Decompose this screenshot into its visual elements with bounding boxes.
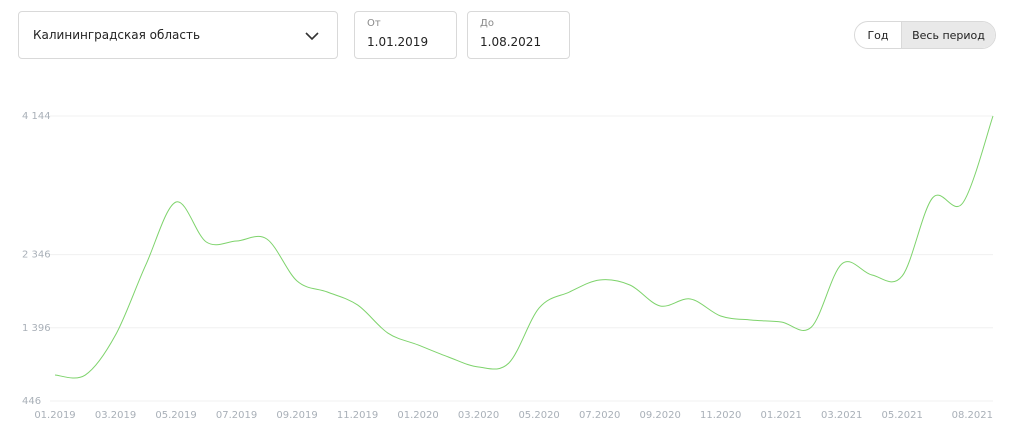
x-tick-label: 01.2021 — [761, 410, 802, 421]
date-from-label: От — [367, 18, 381, 29]
date-from[interactable]: От 1.01.2019 — [354, 11, 457, 59]
x-tick-label: 05.2021 — [882, 410, 923, 421]
y-tick-label: 446 — [22, 396, 41, 407]
x-tick-label: 11.2020 — [700, 410, 741, 421]
region-select[interactable]: Калининградская область — [18, 11, 338, 59]
date-to[interactable]: До 1.08.2021 — [467, 11, 570, 59]
x-tick-label: 01.2019 — [34, 410, 75, 421]
period-option[interactable]: Весь период — [901, 22, 995, 48]
y-tick-label: 4 144 — [22, 111, 51, 122]
chevron — [305, 32, 319, 41]
x-tick-label: 07.2020 — [579, 410, 620, 421]
x-tick-label: 08.2021 — [952, 410, 993, 421]
x-tick-label: 09.2020 — [639, 410, 680, 421]
x-tick-label: 03.2019 — [95, 410, 136, 421]
x-tick-label: 05.2019 — [155, 410, 196, 421]
x-tick-label: 09.2019 — [276, 410, 317, 421]
x-tick-label: 03.2021 — [821, 410, 862, 421]
y-tick-label: 2 346 — [22, 250, 51, 261]
date-from-value: 1.01.2019 — [367, 35, 429, 49]
period-toggle: Год Весь период — [854, 21, 996, 49]
x-tick-label: 11.2019 — [337, 410, 378, 421]
date-to-value: 1.08.2021 — [480, 35, 542, 49]
x-tick-label: 01.2020 — [397, 410, 438, 421]
region-value: Калининградская область — [33, 28, 201, 42]
date-to-label: До — [480, 18, 494, 29]
line — [54, 115, 994, 379]
period-option[interactable]: Год — [867, 28, 889, 42]
x-tick-label: 03.2020 — [458, 410, 499, 421]
x-tick-label: 07.2019 — [216, 410, 257, 421]
x-tick-label: 05.2020 — [518, 410, 559, 421]
y-tick-label: 1 396 — [22, 323, 51, 334]
